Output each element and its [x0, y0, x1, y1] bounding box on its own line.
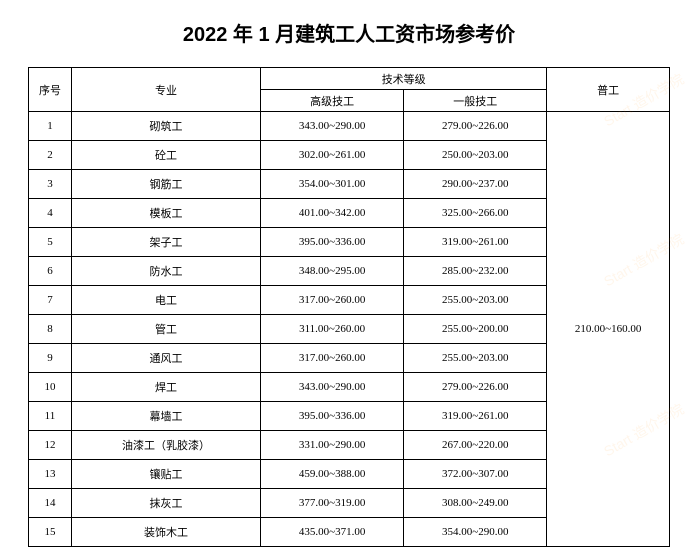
- cell-profession: 钢筋工: [71, 170, 260, 199]
- wage-table: 序号 专业 技术等级 普工 高级技工 一般技工 1砌筑工343.00~290.0…: [28, 67, 670, 547]
- cell-profession: 油漆工（乳胶漆）: [71, 431, 260, 460]
- cell-regular: 267.00~220.00: [404, 431, 547, 460]
- cell-senior: 317.00~260.00: [261, 286, 404, 315]
- cell-seq: 15: [29, 518, 72, 547]
- cell-profession: 幕墙工: [71, 402, 260, 431]
- cell-profession: 电工: [71, 286, 260, 315]
- cell-regular: 354.00~290.00: [404, 518, 547, 547]
- cell-senior: 343.00~290.00: [261, 373, 404, 402]
- table-row: 1砌筑工343.00~290.00279.00~226.00210.00~160…: [29, 112, 670, 141]
- cell-regular: 279.00~226.00: [404, 373, 547, 402]
- cell-seq: 12: [29, 431, 72, 460]
- cell-profession: 砌筑工: [71, 112, 260, 141]
- cell-regular: 290.00~237.00: [404, 170, 547, 199]
- cell-regular: 372.00~307.00: [404, 460, 547, 489]
- header-skill-level: 技术等级: [261, 68, 547, 90]
- cell-seq: 10: [29, 373, 72, 402]
- cell-seq: 5: [29, 228, 72, 257]
- page-title: 2022 年 1 月建筑工人工资市场参考价: [28, 18, 670, 47]
- cell-seq: 3: [29, 170, 72, 199]
- cell-regular: 255.00~200.00: [404, 315, 547, 344]
- header-general: 普工: [547, 68, 670, 112]
- cell-profession: 管工: [71, 315, 260, 344]
- cell-seq: 9: [29, 344, 72, 373]
- cell-senior: 435.00~371.00: [261, 518, 404, 547]
- cell-senior: 343.00~290.00: [261, 112, 404, 141]
- header-profession: 专业: [71, 68, 260, 112]
- cell-senior: 401.00~342.00: [261, 199, 404, 228]
- header-seq: 序号: [29, 68, 72, 112]
- cell-seq: 2: [29, 141, 72, 170]
- cell-senior: 317.00~260.00: [261, 344, 404, 373]
- cell-profession: 模板工: [71, 199, 260, 228]
- cell-seq: 13: [29, 460, 72, 489]
- cell-regular: 308.00~249.00: [404, 489, 547, 518]
- cell-regular: 250.00~203.00: [404, 141, 547, 170]
- header-regular: 一般技工: [404, 90, 547, 112]
- cell-seq: 7: [29, 286, 72, 315]
- cell-senior: 354.00~301.00: [261, 170, 404, 199]
- cell-seq: 6: [29, 257, 72, 286]
- cell-regular: 325.00~266.00: [404, 199, 547, 228]
- cell-senior: 348.00~295.00: [261, 257, 404, 286]
- cell-seq: 8: [29, 315, 72, 344]
- cell-senior: 395.00~336.00: [261, 228, 404, 257]
- cell-profession: 焊工: [71, 373, 260, 402]
- cell-senior: 311.00~260.00: [261, 315, 404, 344]
- cell-regular: 279.00~226.00: [404, 112, 547, 141]
- header-senior: 高级技工: [261, 90, 404, 112]
- cell-regular: 285.00~232.00: [404, 257, 547, 286]
- cell-seq: 1: [29, 112, 72, 141]
- cell-profession: 通风工: [71, 344, 260, 373]
- cell-general-worker: 210.00~160.00: [547, 112, 670, 547]
- cell-senior: 377.00~319.00: [261, 489, 404, 518]
- cell-seq: 14: [29, 489, 72, 518]
- cell-profession: 架子工: [71, 228, 260, 257]
- cell-regular: 319.00~261.00: [404, 228, 547, 257]
- cell-profession: 防水工: [71, 257, 260, 286]
- cell-regular: 255.00~203.00: [404, 286, 547, 315]
- cell-senior: 302.00~261.00: [261, 141, 404, 170]
- cell-senior: 395.00~336.00: [261, 402, 404, 431]
- cell-senior: 331.00~290.00: [261, 431, 404, 460]
- cell-profession: 镶贴工: [71, 460, 260, 489]
- cell-regular: 319.00~261.00: [404, 402, 547, 431]
- cell-regular: 255.00~203.00: [404, 344, 547, 373]
- cell-profession: 装饰木工: [71, 518, 260, 547]
- cell-profession: 砼工: [71, 141, 260, 170]
- cell-seq: 11: [29, 402, 72, 431]
- cell-seq: 4: [29, 199, 72, 228]
- cell-profession: 抹灰工: [71, 489, 260, 518]
- cell-senior: 459.00~388.00: [261, 460, 404, 489]
